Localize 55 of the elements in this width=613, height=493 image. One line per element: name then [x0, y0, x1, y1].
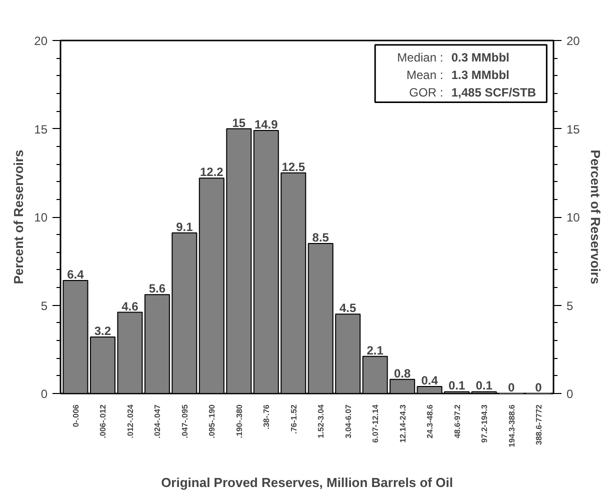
y-tick-label: 20: [34, 34, 48, 48]
x-tick-label: .047-.095: [180, 404, 190, 438]
y2-tick-label: 0: [566, 387, 574, 401]
x-tick-label: 48.6-97.2: [452, 404, 462, 438]
x-tick-label: 1.52-3.04: [316, 404, 326, 438]
y-tick-label: 0: [40, 387, 48, 401]
data-label: 4.6: [122, 299, 139, 314]
annotation: Mean :: [406, 68, 444, 82]
x-tick-label: 24.3-48.6: [426, 404, 435, 438]
y2-axis-title: Percent of Reservoirs: [588, 150, 603, 284]
data-label: 9.1: [176, 220, 194, 234]
data-label: 0.4: [421, 373, 438, 388]
data-label: 0.1: [476, 378, 493, 393]
data-label: 5.6: [148, 282, 166, 296]
x-tick-label: 6.07-12.14: [371, 404, 380, 443]
y-tick-label: 5: [40, 298, 48, 313]
data-label: 6.4: [67, 268, 84, 282]
x-tick-label: 388.6-7772: [534, 404, 544, 445]
data-label: 0.1: [448, 378, 466, 393]
x-tick-label: .76-1.52: [289, 404, 298, 434]
annotation: 1.3 MMbbl: [451, 68, 510, 82]
annotation: 1,485 SCF/STB: [451, 86, 536, 100]
y2-tick-label: 15: [566, 122, 580, 136]
x-tick-label: .38-.76: [262, 404, 272, 430]
data-label: 2.1: [366, 343, 384, 358]
data-label: 0.8: [394, 366, 411, 380]
annotation: Median :: [397, 50, 444, 64]
data-label: 3.2: [94, 324, 112, 338]
x-tick-label: .006-.012: [98, 404, 108, 438]
annotation: 0.3 MMbbl: [451, 50, 510, 64]
data-label: 12.2: [200, 165, 224, 180]
x-tick-label: .012-.024: [126, 404, 135, 438]
x-tick-label: 97.2-194.3: [480, 404, 490, 443]
y-tick-label: 10: [34, 210, 48, 224]
x-tick-label: .190-.380: [234, 404, 244, 438]
data-label: 4.5: [340, 301, 357, 316]
data-label: 12.5: [282, 160, 306, 174]
y2-tick-label: 10: [566, 210, 580, 224]
x-tick-label: .095-.190: [208, 404, 217, 438]
x-tick-label: 12.14-24.3: [398, 404, 408, 443]
annotation: GOR :: [409, 86, 444, 100]
x-tick-label: 194.3-388.6: [507, 404, 516, 448]
y-axis-title: Percent of Reservoirs: [11, 150, 26, 284]
y-tick-label: 15: [34, 122, 48, 136]
x-axis-title: Original Proved Reserves, Million Barrels of Oil: [161, 475, 453, 490]
x-tick-label: 3.04-6.07: [344, 404, 353, 438]
data-label: 14.9: [254, 118, 278, 132]
x-tick-label: .024-.047: [153, 404, 162, 438]
y2-tick-label: 5: [566, 298, 574, 313]
data-label: 0: [535, 380, 542, 394]
data-label: 15: [232, 116, 246, 130]
y2-tick-label: 20: [566, 34, 580, 48]
data-label: 0: [508, 380, 515, 394]
data-label: 8.5: [312, 230, 330, 244]
x-tick-label: 0-.006: [71, 404, 80, 428]
